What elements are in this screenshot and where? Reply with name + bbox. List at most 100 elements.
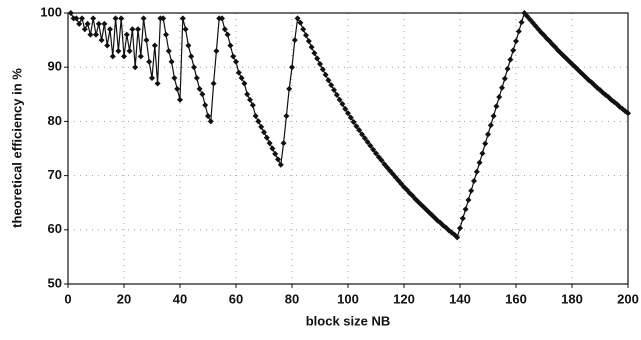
- data-point: [300, 26, 307, 33]
- data-point: [535, 26, 542, 33]
- data-point: [552, 44, 559, 51]
- data-point: [123, 31, 130, 38]
- data-point: [258, 123, 265, 130]
- data-point: [294, 15, 301, 22]
- data-point: [93, 31, 99, 38]
- y-axis-label: theoretical efficiency in %: [9, 68, 24, 228]
- data-point: [241, 80, 248, 87]
- data-point: [373, 150, 379, 157]
- data-point: [297, 19, 304, 26]
- data-point: [468, 187, 475, 194]
- data-point: [109, 53, 116, 60]
- data-point: [507, 56, 514, 63]
- data-point: [168, 58, 175, 65]
- data-point: [277, 161, 284, 168]
- data-point: [361, 135, 368, 142]
- data-point: [151, 42, 158, 49]
- data-point: [378, 157, 385, 164]
- data-point: [247, 96, 253, 103]
- data-point: [403, 186, 410, 193]
- data-point: [311, 50, 318, 57]
- data-point: [207, 118, 214, 125]
- y-tick-label: 70: [48, 167, 62, 182]
- data-point: [485, 131, 491, 138]
- y-tick-label: 60: [48, 221, 62, 236]
- x-tick-label: 0: [64, 291, 71, 306]
- data-point: [146, 58, 153, 65]
- data-point: [625, 110, 631, 117]
- data-point: [504, 65, 511, 72]
- data-point: [370, 146, 377, 153]
- data-point: [518, 19, 525, 26]
- data-point: [129, 26, 136, 33]
- data-point: [269, 145, 276, 152]
- data-point: [353, 123, 360, 130]
- data-point: [347, 114, 354, 121]
- data-point: [283, 112, 290, 119]
- data-point: [333, 91, 340, 98]
- data-point: [255, 118, 262, 125]
- data-point: [389, 170, 396, 177]
- data-point: [263, 134, 270, 141]
- data-point: [224, 31, 231, 38]
- x-tick-label: 160: [505, 291, 527, 306]
- data-point: [375, 154, 382, 161]
- data-point: [364, 138, 371, 145]
- data-point: [90, 15, 97, 22]
- data-point: [252, 112, 259, 119]
- data-point: [331, 86, 337, 93]
- data-point: [490, 112, 497, 119]
- x-tick-label: 60: [229, 291, 243, 306]
- data-point: [381, 161, 388, 168]
- data-point: [261, 129, 267, 136]
- data-point: [493, 103, 500, 110]
- data-point: [476, 159, 483, 166]
- data-point: [289, 64, 295, 71]
- data-point: [143, 37, 150, 44]
- x-tick-label: 120: [393, 291, 415, 306]
- x-tick-label: 80: [285, 291, 299, 306]
- data-point: [496, 94, 503, 101]
- x-tick-label: 180: [561, 291, 583, 306]
- data-point: [104, 42, 111, 49]
- data-point: [199, 91, 206, 98]
- x-tick-label: 100: [337, 291, 359, 306]
- x-tick-label: 40: [173, 291, 187, 306]
- data-point: [98, 37, 105, 44]
- data-point: [135, 26, 141, 33]
- data-point: [177, 96, 183, 103]
- data-point: [510, 47, 517, 54]
- data-point: [513, 38, 519, 45]
- data-point: [210, 80, 217, 87]
- data-point: [174, 85, 181, 92]
- data-point: [67, 10, 74, 16]
- data-point: [317, 60, 323, 67]
- data-point: [73, 15, 80, 22]
- data-point: [81, 26, 88, 33]
- data-point: [487, 122, 494, 129]
- data-point: [392, 174, 399, 181]
- data-point: [454, 234, 461, 241]
- data-point: [521, 10, 528, 16]
- data-point: [191, 64, 197, 71]
- data-point: [291, 37, 298, 44]
- data-point: [219, 15, 225, 22]
- data-point: [356, 127, 363, 134]
- y-tick-label: 50: [48, 275, 62, 290]
- data-point: [515, 28, 522, 35]
- plot-frame: [67, 12, 629, 285]
- data-point: [185, 42, 192, 49]
- data-point: [501, 75, 508, 82]
- data-point: [196, 85, 203, 92]
- data-point: [532, 23, 539, 30]
- x-axis-label: block size NB: [306, 313, 391, 328]
- data-point: [182, 26, 189, 33]
- data-point: [230, 53, 237, 60]
- data-point: [499, 84, 505, 91]
- data-point: [280, 140, 287, 147]
- x-tick-label: 200: [617, 291, 639, 306]
- data-point: [84, 20, 91, 27]
- data-point: [387, 167, 393, 174]
- data-point: [233, 58, 239, 65]
